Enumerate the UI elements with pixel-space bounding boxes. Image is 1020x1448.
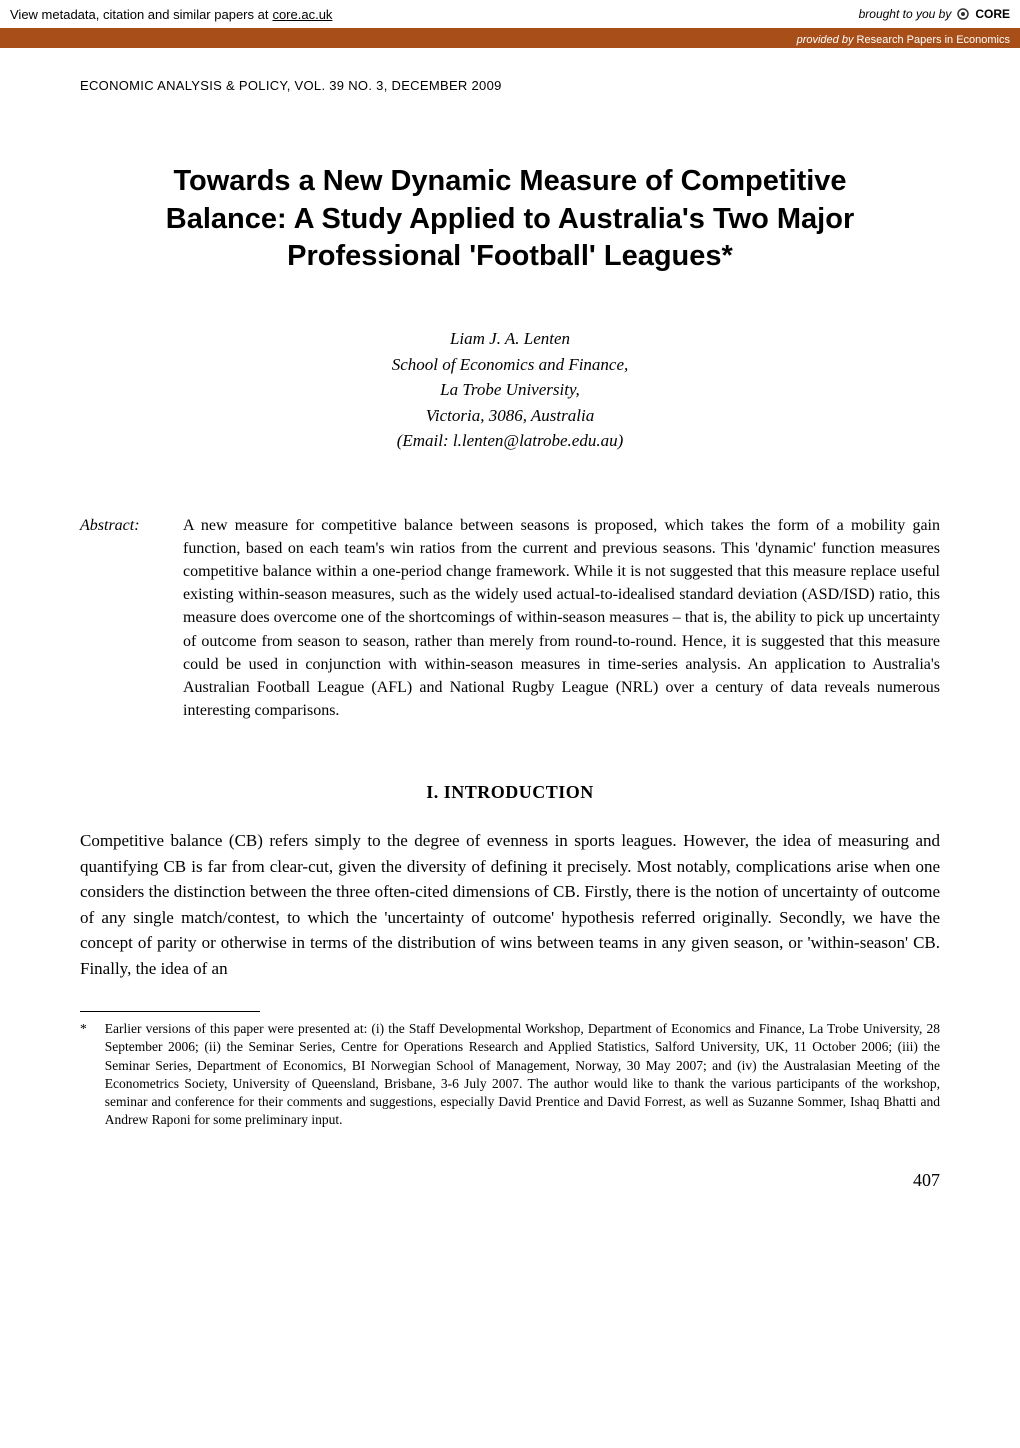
abstract-text: A new measure for competitive balance be… (183, 514, 940, 723)
metadata-left: View metadata, citation and similar pape… (10, 7, 332, 22)
provided-source: Research Papers in Economics (857, 34, 1010, 46)
core-link[interactable]: core.ac.uk (272, 7, 332, 22)
body-paragraph: Competitive balance (CB) refers simply t… (80, 828, 940, 981)
footnote-text: Earlier versions of this paper were pres… (105, 1020, 940, 1129)
metadata-text: View metadata, citation and similar pape… (10, 7, 268, 22)
core-label: CORE (975, 7, 1010, 21)
core-icon (955, 6, 971, 22)
author-block: Liam J. A. Lenten School of Economics an… (80, 326, 940, 454)
page-content: ECONOMIC ANALYSIS & POLICY, VOL. 39 NO. … (0, 48, 1020, 1231)
author-affiliation-1: School of Economics and Finance, (80, 352, 940, 378)
page-number: 407 (80, 1170, 940, 1191)
author-affiliation-3: Victoria, 3086, Australia (80, 403, 940, 429)
footnote: * Earlier versions of this paper were pr… (80, 1020, 940, 1129)
footnote-separator (80, 1011, 260, 1012)
abstract: Abstract: A new measure for competitive … (80, 514, 940, 723)
abstract-label: Abstract: (80, 514, 155, 723)
provided-prefix: provided by (797, 34, 857, 46)
author-affiliation-2: La Trobe University, (80, 377, 940, 403)
metadata-bar: View metadata, citation and similar pape… (0, 0, 1020, 32)
paper-title: Towards a New Dynamic Measure of Competi… (120, 163, 900, 276)
journal-header: ECONOMIC ANALYSIS & POLICY, VOL. 39 NO. … (80, 78, 940, 93)
section-heading: I. INTRODUCTION (80, 782, 940, 803)
footnote-marker: * (80, 1020, 87, 1129)
metadata-right: brought to you by CORE (859, 6, 1010, 22)
author-email: (Email: l.lenten@latrobe.edu.au) (80, 428, 940, 454)
provided-by-bar: provided by Research Papers in Economics (0, 32, 1020, 48)
author-name: Liam J. A. Lenten (80, 326, 940, 352)
brought-to-you-text: brought to you by (859, 7, 952, 21)
